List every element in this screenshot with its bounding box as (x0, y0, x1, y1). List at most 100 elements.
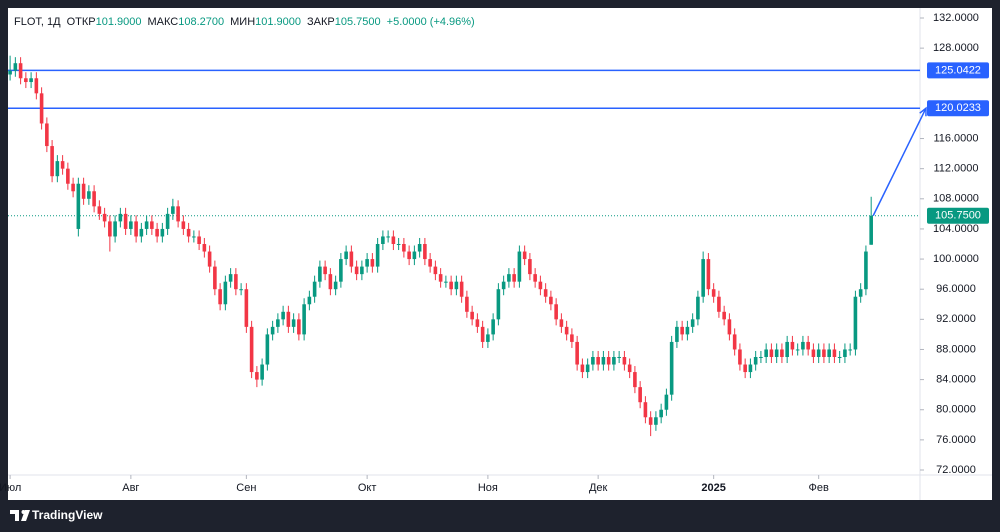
candle-body (391, 236, 396, 244)
y-tick-label: 92.0000 (936, 313, 976, 325)
candle-body (795, 349, 800, 351)
candle-body (449, 281, 453, 290)
candle-body (622, 357, 627, 365)
candle-body (281, 311, 285, 320)
legend-low-label: МИН (230, 16, 255, 28)
legend-high-label: МАКС (148, 16, 179, 28)
candle-body (538, 281, 543, 290)
candle-body (549, 296, 553, 305)
logo: TradingView (10, 508, 103, 522)
candle-body (601, 357, 606, 365)
candle-body (496, 289, 501, 320)
level-label-box (927, 62, 989, 79)
candle-body (55, 161, 60, 177)
candle-body (832, 349, 837, 357)
candle-body (444, 281, 448, 283)
legend-high: 108.2700 (178, 16, 224, 28)
candle-body (165, 213, 170, 229)
candle-body (680, 326, 684, 335)
candle-body (648, 417, 653, 425)
candle-body (690, 319, 695, 327)
candle-body (375, 244, 380, 267)
candle-body (354, 266, 359, 275)
x-tick-label: Ноя (478, 482, 498, 494)
candle-body (365, 259, 369, 267)
candle-body (186, 228, 191, 237)
brand: TradingView (32, 508, 103, 522)
candle-body (297, 319, 301, 335)
candle-body (291, 319, 296, 327)
candle-body (344, 251, 348, 260)
level-label: 125.0422 (935, 64, 981, 76)
candle-body (45, 123, 49, 147)
y-tick-label: 84.0000 (936, 374, 976, 386)
x-tick-label: Сен (236, 482, 256, 494)
candle-body (717, 296, 721, 312)
candle-body (727, 319, 732, 335)
y-tick-label: 128.0000 (933, 42, 979, 54)
legend-symbol: FLOT, 1Д (14, 16, 61, 28)
candle-body (843, 349, 847, 357)
candle-body (255, 372, 259, 380)
candle-body (564, 326, 569, 335)
candle-body (249, 326, 254, 373)
candle-body (627, 364, 632, 373)
y-tick-label: 76.0000 (936, 434, 976, 446)
candle-body (475, 319, 480, 327)
candle-body (328, 274, 333, 290)
candle-body (491, 319, 495, 335)
candle-body (480, 326, 485, 342)
candle-body (470, 311, 474, 320)
candle-body (774, 349, 779, 357)
x-tick-label: Окт (358, 482, 377, 494)
candle-body (333, 281, 338, 290)
candle-body (780, 349, 784, 357)
candle-body (8, 70, 12, 75)
candle-body (71, 183, 75, 192)
y-tick-label: 80.0000 (936, 404, 976, 416)
candle-body (486, 334, 490, 342)
candle-body (66, 168, 70, 184)
candle-body (785, 341, 789, 357)
candle-body (207, 251, 212, 267)
candle-body (507, 274, 511, 282)
candle-body (213, 266, 217, 290)
arrow-head (919, 106, 927, 117)
candle-body (748, 364, 753, 373)
candle-body (123, 213, 128, 229)
candle-body (339, 259, 343, 282)
trend-arrow (872, 107, 927, 217)
level-label: 120.0233 (935, 102, 981, 114)
candle-body (738, 349, 742, 365)
candle-body (743, 364, 747, 373)
x-tick-label: Дек (589, 482, 608, 494)
candle-body (417, 244, 422, 252)
candle-body (606, 357, 611, 365)
candle-body (18, 63, 23, 79)
candle-body (512, 274, 516, 282)
logo-dot (21, 510, 26, 514)
candle-body (108, 221, 112, 237)
y-tick-label: 112.0000 (933, 163, 978, 175)
candle-body (801, 341, 805, 350)
candle-body (92, 191, 96, 207)
candle-body (764, 349, 768, 357)
candle-body (24, 78, 28, 83)
candle-body (722, 311, 726, 320)
candle-body (260, 364, 264, 380)
candle-body (664, 394, 669, 410)
candle-body (533, 274, 537, 282)
last-price-label: 105.7500 (935, 210, 981, 222)
candle-body (307, 296, 312, 305)
x-tick-label: 2025 (701, 482, 725, 494)
candle-body (139, 228, 144, 237)
candle-body (837, 357, 842, 358)
y-tick-label: 108.0000 (933, 193, 979, 205)
candle-body (759, 357, 763, 358)
candle-body (87, 191, 91, 199)
candle-body (402, 244, 406, 252)
candle-body (349, 251, 354, 267)
candle-body (522, 251, 527, 260)
candle-body (218, 289, 222, 305)
candle-body (181, 221, 186, 229)
